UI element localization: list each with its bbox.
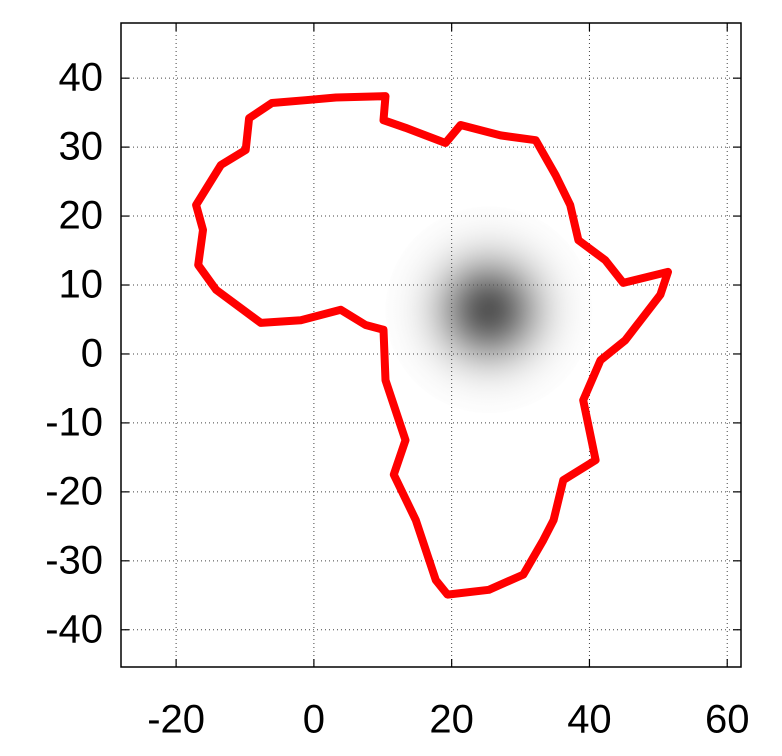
y-tick-label: 40: [59, 56, 104, 100]
x-tick-label: 60: [705, 698, 750, 742]
y-tick-label: 10: [59, 263, 104, 307]
grid: [121, 23, 741, 667]
x-tick-label: 20: [429, 698, 474, 742]
plot-frame: [120, 22, 742, 668]
y-tick-label: -40: [45, 607, 103, 651]
y-tick-label: -10: [45, 400, 103, 444]
y-tick-label: 20: [59, 194, 104, 238]
y-tick-label: 30: [59, 125, 104, 169]
y-tick-label: -30: [45, 538, 103, 582]
density-layer: [385, 206, 593, 414]
x-tick-label: 0: [303, 698, 325, 742]
line-layer: [192, 92, 672, 599]
x-tick-label: -20: [147, 698, 205, 742]
y-tick-label: 0: [81, 332, 103, 376]
y-tick-label: -20: [45, 469, 103, 513]
x-tick-label: 40: [567, 698, 612, 742]
outline-line: [192, 92, 672, 599]
tick-labels: -20 0 20 40 60 -40 -30 -20 -10 0 10 20 30 40: [45, 56, 749, 742]
density-blob: [385, 206, 593, 414]
